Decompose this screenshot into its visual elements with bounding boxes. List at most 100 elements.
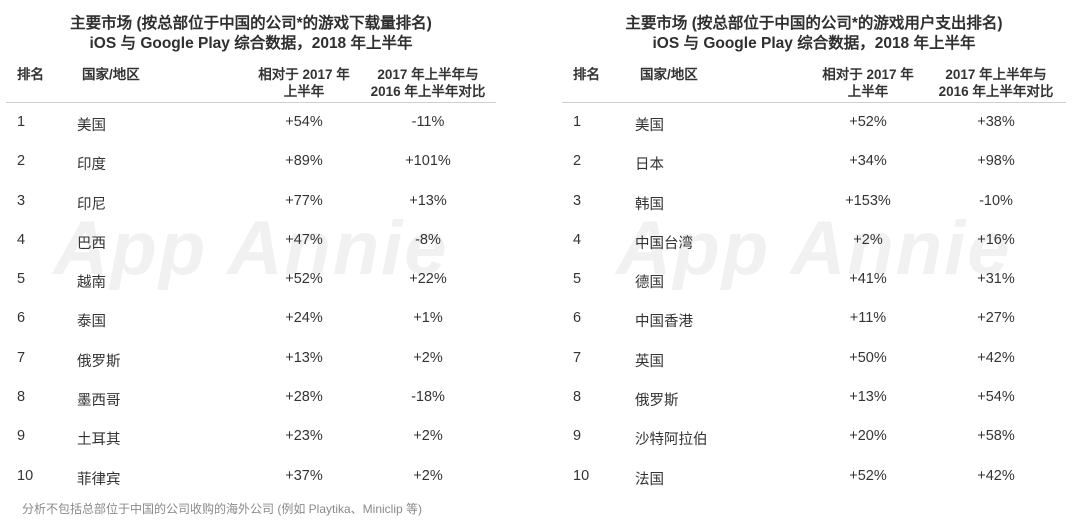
- vs-2017h1-cell: +47%: [285, 231, 323, 248]
- h1-2017-vs-2016-cell: +31%: [977, 271, 1015, 288]
- country-cell: 俄罗斯: [77, 353, 121, 370]
- h1-2017-vs-2016-cell: +2%: [413, 467, 443, 484]
- rank-cell: 10: [573, 467, 590, 484]
- vs-2017h1-cell: +24%: [285, 310, 323, 327]
- country-cell: 日本: [635, 157, 664, 174]
- table-row: 3 印尼 +77% +13%: [6, 182, 496, 221]
- table-row: 6 中国香港 +11% +27%: [562, 299, 1066, 338]
- country-cell: 越南: [77, 275, 106, 292]
- h1-2017-vs-2016-cell: +27%: [977, 310, 1015, 327]
- vs-2017h1-cell: +41%: [849, 271, 887, 288]
- h1-2017-vs-2016-cell: +16%: [977, 231, 1015, 248]
- rank-cell: 1: [573, 114, 582, 130]
- rank-cell: 1: [17, 114, 26, 130]
- rank-cell: 4: [573, 231, 582, 248]
- header-country: 国家/地区: [640, 67, 698, 82]
- country-cell: 英国: [635, 353, 664, 370]
- spending-ranking-table: 排名 国家/地区 相对于 2017 年 上半年 2017 年上半年与 2016 …: [562, 62, 1066, 496]
- downloads-ranking-rows: 1 美国 +54% -11% 2 印度 +89% +101% 3 印尼 +77% +13% 4 巴西 +47…: [6, 103, 496, 496]
- rank-cell: 9: [573, 428, 582, 445]
- spending-ranking-title-block: 主要市场 (按总部位于中国的公司*的游戏用户支出排名) iOS 与 Google…: [562, 14, 1066, 54]
- rank-cell: 6: [573, 310, 582, 327]
- rank-cell: 2: [17, 153, 26, 170]
- table-row: 1 美国 +54% -11%: [6, 103, 496, 142]
- country-cell: 德国: [635, 275, 664, 292]
- header-rank: 排名: [17, 67, 44, 82]
- h1-2017-vs-2016-cell: +2%: [413, 349, 443, 366]
- vs-2017h1-cell: +50%: [849, 349, 887, 366]
- country-cell: 沙特阿拉伯: [635, 432, 708, 449]
- vs-2017h1-cell: +28%: [285, 389, 323, 406]
- table-row: 10 法国 +52% +42%: [562, 457, 1066, 496]
- country-cell: 泰国: [77, 314, 106, 331]
- vs-2017h1-cell: +20%: [849, 428, 887, 445]
- table-row: 6 泰国 +24% +1%: [6, 299, 496, 338]
- country-cell: 法国: [635, 471, 664, 488]
- h1-2017-vs-2016-cell: +98%: [977, 153, 1015, 170]
- table-row: 9 土耳其 +23% +2%: [6, 417, 496, 456]
- h1-2017-vs-2016-cell: +42%: [977, 467, 1015, 484]
- spending-ranking-rows: 1 美国 +52% +38% 2 日本 +34% +98% 3 韩国 +153% -10% 4 中国台湾 +…: [562, 103, 1066, 496]
- h1-2017-vs-2016-cell: +58%: [977, 428, 1015, 445]
- table-row: 8 俄罗斯 +13% +54%: [562, 378, 1066, 417]
- header-2017-vs-2016: 2017 年上半年与 2016 年上半年对比: [370, 67, 486, 99]
- vs-2017h1-cell: +52%: [285, 271, 323, 288]
- h1-2017-vs-2016-cell: +2%: [413, 428, 443, 445]
- country-cell: 美国: [635, 118, 664, 134]
- h1-2017-vs-2016-cell: -10%: [979, 192, 1013, 209]
- downloads-ranking-table: 排名 国家/地区 相对于 2017 年 上半年 2017 年上半年与 2016 …: [6, 62, 496, 496]
- rank-cell: 7: [17, 349, 26, 366]
- h1-2017-vs-2016-cell: -8%: [415, 231, 441, 248]
- country-cell: 印度: [77, 157, 106, 174]
- vs-2017h1-cell: +13%: [285, 349, 323, 366]
- table-row: 4 巴西 +47% -8%: [6, 221, 496, 260]
- footnote: 分析不包括总部位于中国的公司收购的海外公司 (例如 Playtika、Minic…: [22, 502, 423, 516]
- h1-2017-vs-2016-cell: +22%: [409, 271, 447, 288]
- table-row: 5 越南 +52% +22%: [6, 260, 496, 299]
- h1-2017-vs-2016-cell: +42%: [977, 349, 1015, 366]
- rank-cell: 3: [17, 192, 26, 209]
- table-row: 8 墨西哥 +28% -18%: [6, 378, 496, 417]
- table-row: 1 美国 +52% +38%: [562, 103, 1066, 142]
- downloads-ranking-subtitle: iOS 与 Google Play 综合数据，2018 年上半年: [89, 35, 413, 52]
- h1-2017-vs-2016-cell: +1%: [413, 310, 443, 327]
- country-cell: 中国香港: [635, 314, 693, 331]
- rank-cell: 4: [17, 231, 26, 248]
- h1-2017-vs-2016-cell: +54%: [977, 389, 1015, 406]
- h1-2017-vs-2016-cell: -11%: [411, 114, 445, 130]
- table-row: 7 俄罗斯 +13% +2%: [6, 339, 496, 378]
- table-row: 4 中国台湾 +2% +16%: [562, 221, 1066, 260]
- rank-cell: 8: [573, 389, 582, 406]
- table-row: 2 日本 +34% +98%: [562, 142, 1066, 181]
- downloads-ranking-title: 主要市场 (按总部位于中国的公司*的游戏下载量排名): [70, 15, 432, 32]
- vs-2017h1-cell: +11%: [849, 310, 887, 327]
- spending-ranking-panel: 主要市场 (按总部位于中国的公司*的游戏用户支出排名) iOS 与 Google…: [562, 0, 1066, 490]
- country-cell: 墨西哥: [77, 393, 121, 410]
- vs-2017h1-cell: +13%: [849, 389, 887, 406]
- spending-ranking-subtitle: iOS 与 Google Play 综合数据，2018 年上半年: [652, 35, 976, 52]
- country-cell: 巴西: [77, 235, 106, 252]
- vs-2017h1-cell: +37%: [285, 467, 323, 484]
- h1-2017-vs-2016-cell: +13%: [409, 192, 447, 209]
- table-row: 2 印度 +89% +101%: [6, 142, 496, 181]
- rank-cell: 3: [573, 192, 582, 209]
- vs-2017h1-cell: +89%: [285, 153, 323, 170]
- vs-2017h1-cell: +54%: [285, 114, 323, 130]
- vs-2017h1-cell: +153%: [845, 192, 891, 209]
- country-cell: 土耳其: [77, 432, 121, 449]
- vs-2017h1-cell: +34%: [849, 153, 887, 170]
- table-header: 排名 国家/地区 相对于 2017 年 上半年 2017 年上半年与 2016 …: [6, 62, 496, 103]
- rank-cell: 5: [573, 271, 582, 288]
- vs-2017h1-cell: +2%: [853, 231, 883, 248]
- country-cell: 俄罗斯: [635, 393, 679, 410]
- downloads-ranking-panel: 主要市场 (按总部位于中国的公司*的游戏下载量排名) iOS 与 Google …: [6, 0, 496, 490]
- table-row: 10 菲律宾 +37% +2%: [6, 457, 496, 496]
- table-row: 7 英国 +50% +42%: [562, 339, 1066, 378]
- vs-2017h1-cell: +52%: [849, 467, 887, 484]
- rank-cell: 8: [17, 389, 26, 406]
- table-row: 3 韩国 +153% -10%: [562, 182, 1066, 221]
- header-country: 国家/地区: [82, 67, 140, 82]
- rank-cell: 2: [573, 153, 582, 170]
- table-header: 排名 国家/地区 相对于 2017 年 上半年 2017 年上半年与 2016 …: [562, 62, 1066, 103]
- rank-cell: 6: [17, 310, 26, 327]
